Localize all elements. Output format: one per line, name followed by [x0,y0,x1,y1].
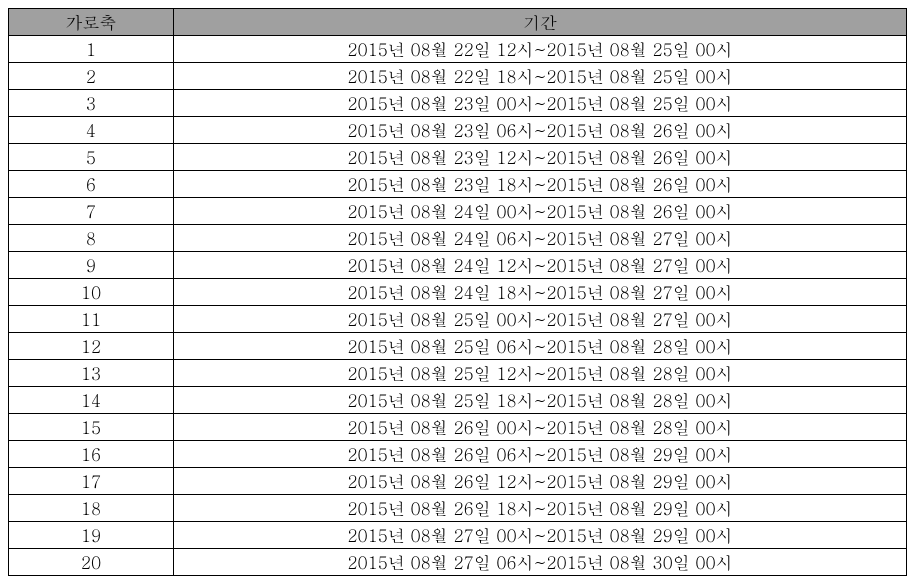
cell-period: 2015년 08월 23일 12시~2015년 08월 26일 00시 [174,144,907,171]
cell-period: 2015년 08월 26일 12시~2015년 08월 29일 00시 [174,468,907,495]
cell-axis: 6 [9,171,174,198]
cell-period: 2015년 08월 23일 06시~2015년 08월 26일 00시 [174,117,907,144]
table-row: 112015년 08월 25일 00시~2015년 08월 27일 00시 [9,306,907,333]
cell-period: 2015년 08월 25일 00시~2015년 08월 27일 00시 [174,306,907,333]
table-row: 42015년 08월 23일 06시~2015년 08월 26일 00시 [9,117,907,144]
cell-period: 2015년 08월 24일 18시~2015년 08월 27일 00시 [174,279,907,306]
cell-axis: 19 [9,522,174,549]
table-row: 72015년 08월 24일 00시~2015년 08월 26일 00시 [9,198,907,225]
cell-axis: 11 [9,306,174,333]
table-row: 122015년 08월 25일 06시~2015년 08월 28일 00시 [9,333,907,360]
header-axis: 가로축 [9,9,174,36]
cell-axis: 7 [9,198,174,225]
cell-axis: 13 [9,360,174,387]
cell-axis: 18 [9,495,174,522]
table-row: 142015년 08월 25일 18시~2015년 08월 28일 00시 [9,387,907,414]
cell-axis: 20 [9,549,174,576]
table-row: 172015년 08월 26일 12시~2015년 08월 29일 00시 [9,468,907,495]
cell-axis: 12 [9,333,174,360]
table-row: 152015년 08월 26일 00시~2015년 08월 28일 00시 [9,414,907,441]
cell-period: 2015년 08월 25일 06시~2015년 08월 28일 00시 [174,333,907,360]
table-row: 22015년 08월 22일 18시~2015년 08월 25일 00시 [9,63,907,90]
period-table: 가로축 기간 12015년 08월 22일 12시~2015년 08월 25일 … [8,8,907,576]
cell-period: 2015년 08월 23일 18시~2015년 08월 26일 00시 [174,171,907,198]
table-row: 82015년 08월 24일 06시~2015년 08월 27일 00시 [9,225,907,252]
cell-period: 2015년 08월 22일 12시~2015년 08월 25일 00시 [174,36,907,63]
cell-period: 2015년 08월 24일 12시~2015년 08월 27일 00시 [174,252,907,279]
table-row: 182015년 08월 26일 18시~2015년 08월 29일 00시 [9,495,907,522]
cell-axis: 5 [9,144,174,171]
cell-axis: 10 [9,279,174,306]
cell-period: 2015년 08월 24일 00시~2015년 08월 26일 00시 [174,198,907,225]
cell-axis: 9 [9,252,174,279]
cell-axis: 17 [9,468,174,495]
table-row: 62015년 08월 23일 18시~2015년 08월 26일 00시 [9,171,907,198]
cell-period: 2015년 08월 26일 18시~2015년 08월 29일 00시 [174,495,907,522]
cell-period: 2015년 08월 25일 18시~2015년 08월 28일 00시 [174,387,907,414]
table-row: 32015년 08월 23일 00시~2015년 08월 25일 00시 [9,90,907,117]
cell-period: 2015년 08월 26일 06시~2015년 08월 29일 00시 [174,441,907,468]
cell-period: 2015년 08월 25일 12시~2015년 08월 28일 00시 [174,360,907,387]
table-row: 92015년 08월 24일 12시~2015년 08월 27일 00시 [9,252,907,279]
cell-axis: 8 [9,225,174,252]
table-header-row: 가로축 기간 [9,9,907,36]
cell-axis: 3 [9,90,174,117]
table-row: 52015년 08월 23일 12시~2015년 08월 26일 00시 [9,144,907,171]
table-body: 12015년 08월 22일 12시~2015년 08월 25일 00시2201… [9,36,907,576]
cell-period: 2015년 08월 22일 18시~2015년 08월 25일 00시 [174,63,907,90]
cell-period: 2015년 08월 27일 06시~2015년 08월 30일 00시 [174,549,907,576]
table-row: 162015년 08월 26일 06시~2015년 08월 29일 00시 [9,441,907,468]
cell-period: 2015년 08월 23일 00시~2015년 08월 25일 00시 [174,90,907,117]
cell-axis: 15 [9,414,174,441]
cell-axis: 4 [9,117,174,144]
cell-axis: 16 [9,441,174,468]
table-row: 132015년 08월 25일 12시~2015년 08월 28일 00시 [9,360,907,387]
cell-period: 2015년 08월 24일 06시~2015년 08월 27일 00시 [174,225,907,252]
table-row: 102015년 08월 24일 18시~2015년 08월 27일 00시 [9,279,907,306]
table-row: 12015년 08월 22일 12시~2015년 08월 25일 00시 [9,36,907,63]
cell-period: 2015년 08월 26일 00시~2015년 08월 28일 00시 [174,414,907,441]
header-period: 기간 [174,9,907,36]
cell-axis: 2 [9,63,174,90]
table-row: 202015년 08월 27일 06시~2015년 08월 30일 00시 [9,549,907,576]
cell-axis: 14 [9,387,174,414]
table-row: 192015년 08월 27일 00시~2015년 08월 29일 00시 [9,522,907,549]
cell-axis: 1 [9,36,174,63]
cell-period: 2015년 08월 27일 00시~2015년 08월 29일 00시 [174,522,907,549]
